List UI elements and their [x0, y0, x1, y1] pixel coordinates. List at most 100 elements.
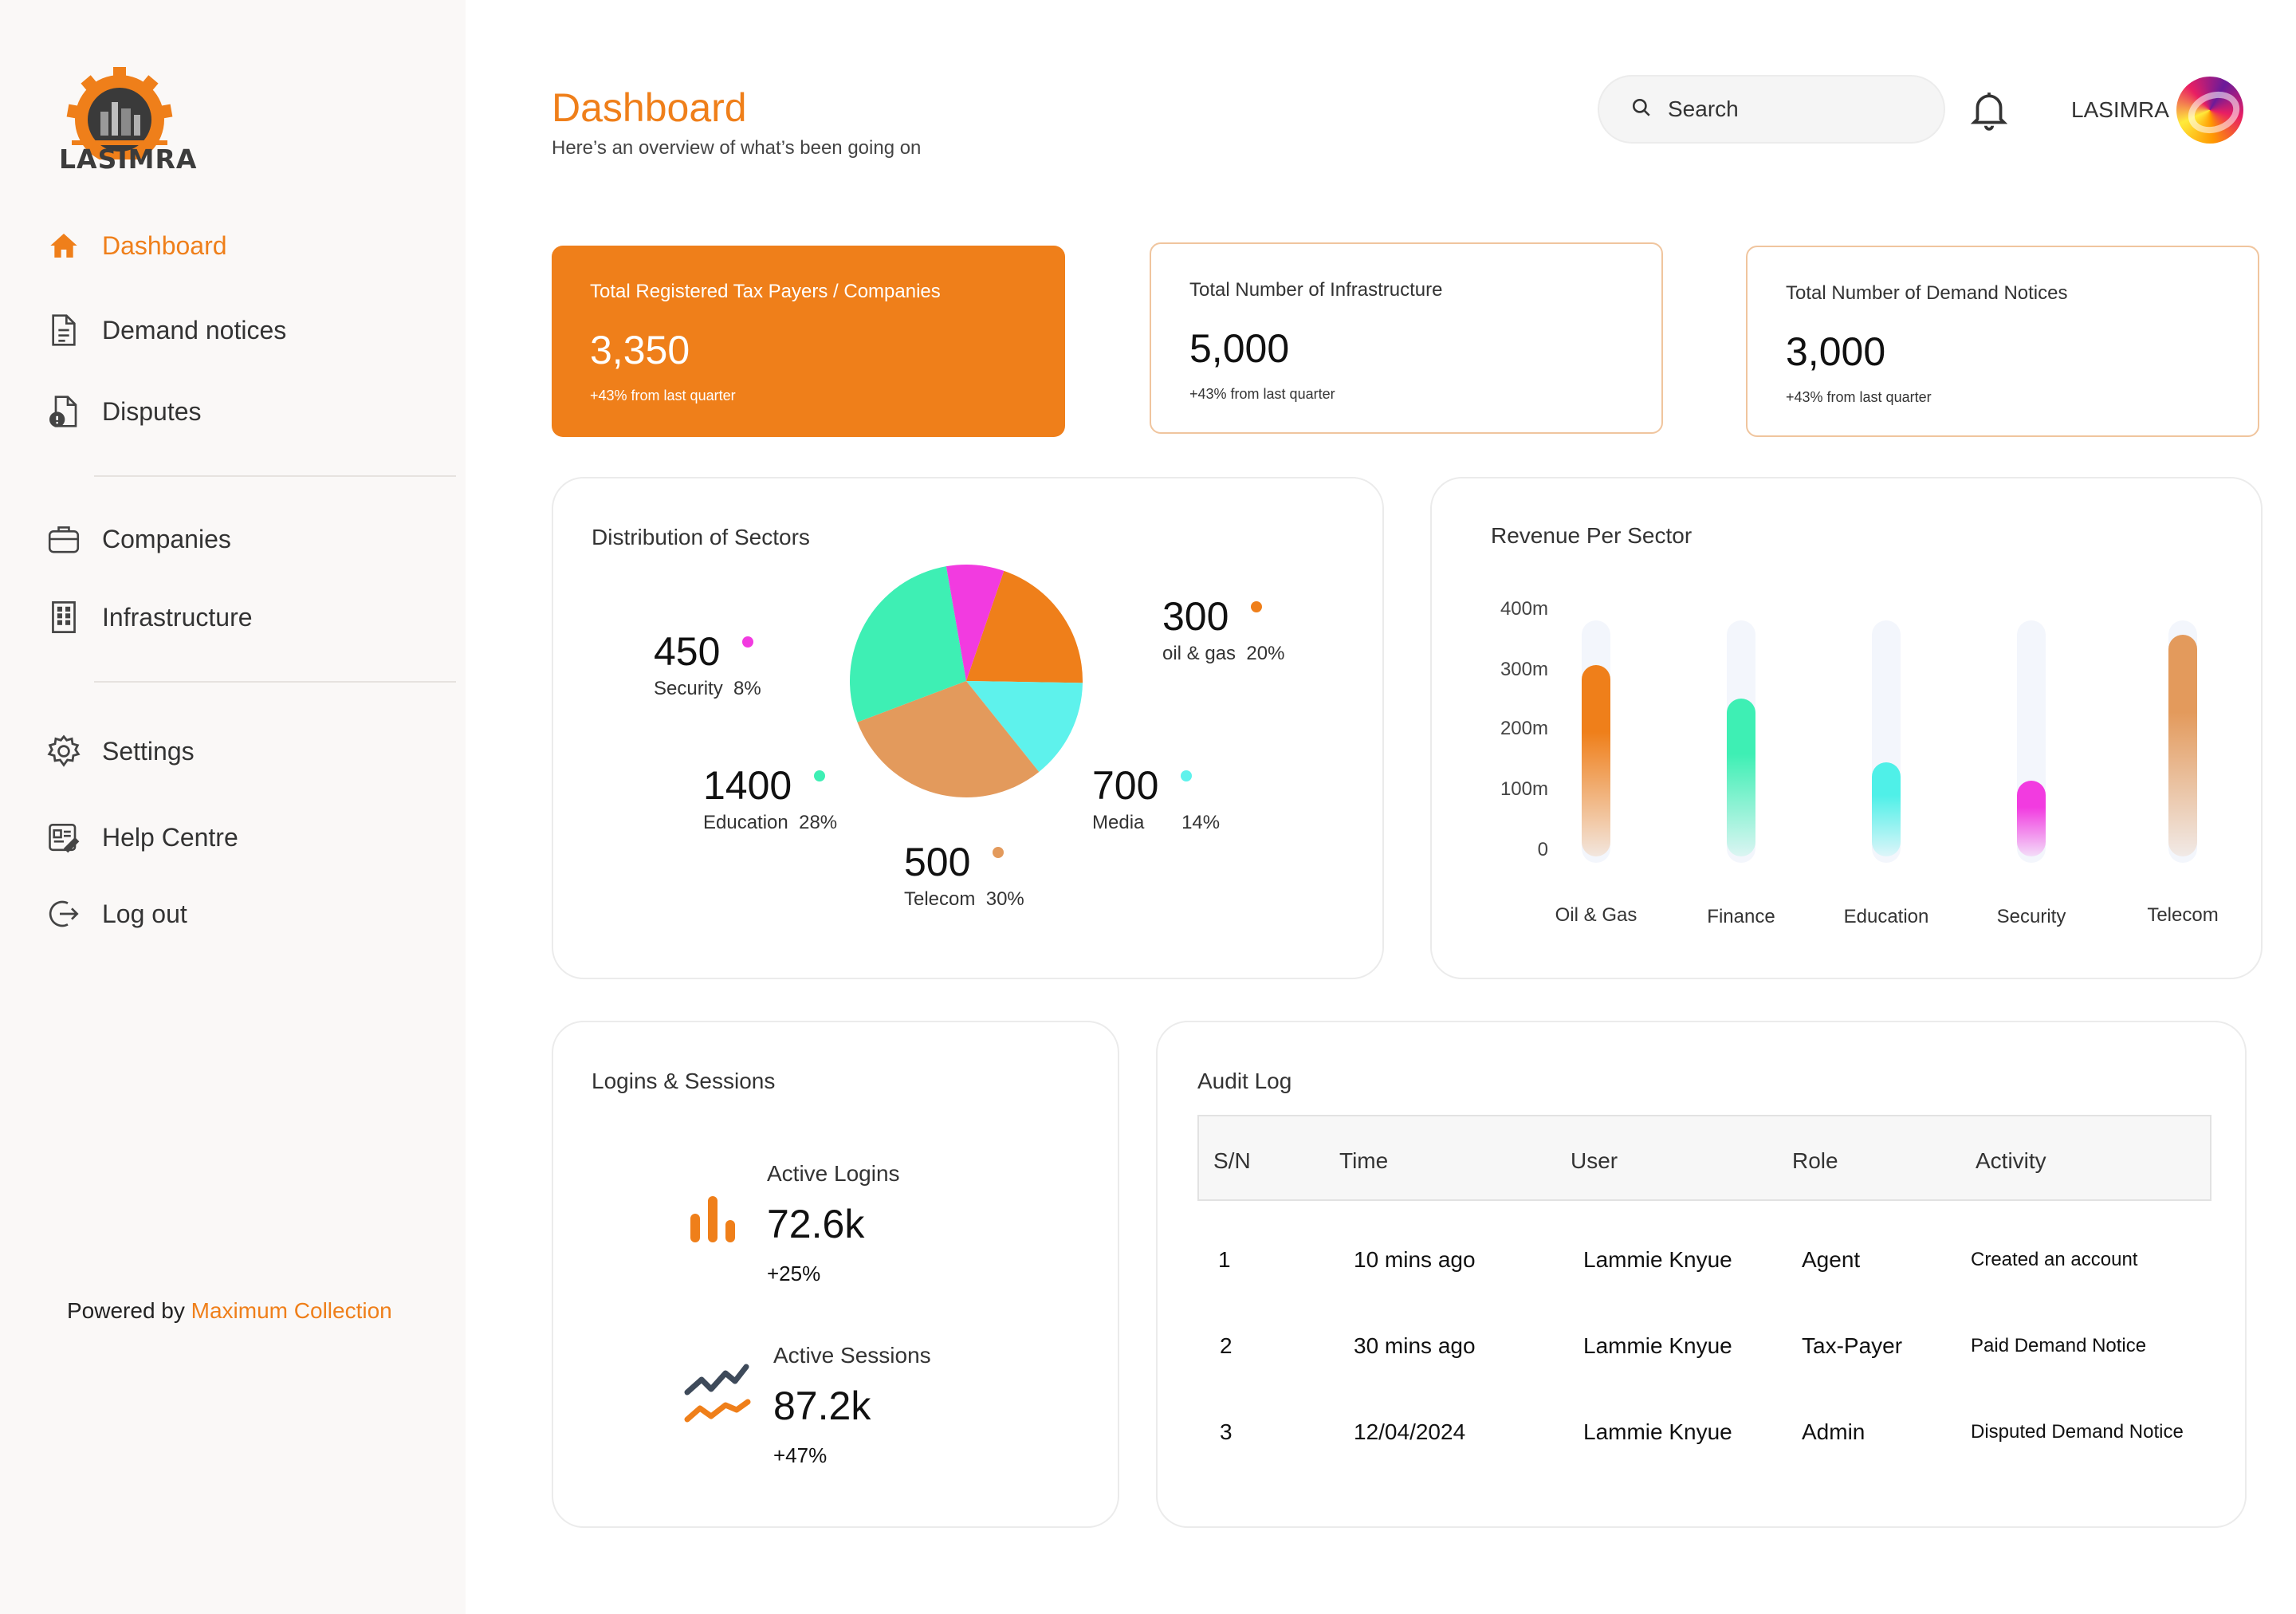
bar-security[interactable]: [2017, 780, 2046, 856]
logins-panel: [552, 1021, 1119, 1528]
pie-label-name: Media: [1092, 812, 1145, 833]
bar-education[interactable]: [1872, 762, 1901, 856]
user-name[interactable]: LASIMRA: [2071, 97, 2169, 122]
legend-dot: [1181, 770, 1193, 781]
pie-label-education: 1400 Education 28%: [703, 762, 837, 834]
pie-label-percent: 30%: [985, 888, 1024, 910]
stat-label: Total Number of Infrastructure: [1189, 279, 1443, 301]
sidebar-item-infrastructure[interactable]: Infrastructure: [46, 600, 253, 635]
column-header-time[interactable]: Time: [1339, 1148, 1389, 1173]
stat-value: 5,000: [1189, 326, 1290, 371]
x-tick: Oil & Gas: [1555, 904, 1637, 926]
stat-label: Total Registered Tax Payers / Companies: [590, 281, 941, 302]
home-icon: [46, 228, 81, 263]
pie-label-media: 700 Media 14%: [1092, 762, 1220, 834]
sidebar-item-label: Log out: [102, 899, 187, 928]
pie-slice-media[interactable]: [966, 681, 1083, 772]
bar-telecom[interactable]: [2168, 635, 2197, 856]
page-title: Dashboard: [552, 85, 747, 130]
sidebar-item-log-out[interactable]: Log out: [46, 896, 187, 931]
y-tick: 100m: [1500, 778, 1548, 800]
sidebar-item-label: Companies: [102, 524, 231, 553]
bar-chart-icon: [689, 1193, 740, 1248]
column-header-role[interactable]: Role: [1792, 1148, 1838, 1173]
cell-role: Agent: [1802, 1247, 1861, 1272]
active-sessions-value: 87.2k: [773, 1384, 871, 1428]
trend-lines-icon: [684, 1364, 751, 1431]
legend-dot: [814, 770, 826, 781]
y-tick: 0: [1537, 839, 1548, 860]
sidebar-item-dashboard[interactable]: Dashboard: [46, 228, 227, 263]
bar-oil-gas[interactable]: [1582, 665, 1610, 856]
pie-label-percent: 8%: [733, 678, 761, 699]
cell-sn: 1: [1218, 1247, 1231, 1272]
lasimra-logo[interactable]: LASIMRA: [56, 64, 198, 183]
pie-slice-oil-gas[interactable]: [966, 570, 1083, 683]
powered-brand-link[interactable]: Maximum Collection: [191, 1298, 392, 1323]
search-box[interactable]: [1598, 75, 1945, 144]
column-header-user[interactable]: User: [1571, 1148, 1618, 1173]
active-logins-change: +25%: [767, 1262, 821, 1285]
cell-role: Admin: [1802, 1419, 1866, 1444]
pie-label-name: oil & gas: [1162, 643, 1236, 664]
pie-slice-telecom[interactable]: [857, 681, 1040, 797]
audit-table-header: [1197, 1115, 2211, 1201]
sidebar-item-companies[interactable]: Companies: [46, 522, 231, 557]
sidebar-item-label: Demand notices: [102, 315, 287, 344]
page-subtitle: Here’s an overview of what’s been going …: [552, 137, 922, 159]
pie-label-name: Telecom: [904, 888, 976, 910]
active-logins-label: Active Logins: [767, 1161, 900, 1186]
cell-time: 30 mins ago: [1354, 1333, 1476, 1358]
active-logins-value: 72.6k: [767, 1202, 865, 1246]
x-tick: Education: [1843, 906, 1929, 927]
logo-text: LASIMRA: [59, 144, 198, 175]
cell-time: 12/04/2024: [1354, 1419, 1466, 1444]
sidebar: LASIMRA Dashboard Demand notices Dispute…: [0, 0, 466, 1614]
cell-user: Lammie Knyue: [1583, 1419, 1732, 1444]
sectors-pie-chart: [850, 565, 1083, 797]
stat-value: 3,000: [1786, 329, 1886, 374]
sidebar-item-settings[interactable]: Settings: [46, 734, 195, 769]
column-header-activity[interactable]: Activity: [1976, 1148, 2046, 1173]
audit-title: Audit Log: [1197, 1069, 1292, 1093]
bell-icon[interactable]: [1969, 89, 2009, 132]
pie-label-telecom: 500 Telecom 30%: [904, 839, 1024, 911]
x-tick: Security: [1996, 906, 2066, 927]
y-tick: 300m: [1500, 659, 1548, 680]
search-icon: [1631, 97, 1652, 122]
pie-label-value: 500: [904, 840, 971, 884]
pie-label-percent: 28%: [799, 812, 838, 833]
stat-card-demand-notices[interactable]: Total Number of Demand Notices 3,000 +43…: [1746, 246, 2259, 437]
pie-label-name: Education: [703, 812, 788, 833]
powered-by: Powered by Maximum Collection: [67, 1298, 392, 1324]
sidebar-item-help-centre[interactable]: Help Centre: [46, 820, 238, 855]
pie-slice-security[interactable]: [946, 565, 1005, 681]
stat-value: 3,350: [590, 328, 690, 372]
active-sessions-change: +47%: [773, 1443, 828, 1467]
avatar[interactable]: [2176, 77, 2243, 144]
powered-prefix: Powered by: [67, 1298, 185, 1323]
audit-panel: [1156, 1021, 2247, 1528]
sidebar-divider: [94, 475, 456, 477]
stat-card-infrastructure[interactable]: Total Number of Infrastructure 5,000 +43…: [1150, 242, 1663, 434]
pie-label-oil-gas: 300 oil & gas 20%: [1162, 593, 1284, 665]
sidebar-item-label: Disputes: [102, 396, 202, 426]
sidebar-item-disputes[interactable]: Disputes: [46, 394, 202, 429]
pie-label-value: 700: [1092, 763, 1159, 808]
cell-user: Lammie Knyue: [1583, 1247, 1732, 1272]
pie-slice-education[interactable]: [850, 566, 966, 722]
sidebar-item-demand-notices[interactable]: Demand notices: [46, 313, 286, 348]
sidebar-item-label: Dashboard: [102, 230, 227, 260]
cell-sn: 2: [1220, 1333, 1233, 1358]
active-sessions-label: Active Sessions: [773, 1343, 931, 1368]
bar-finance[interactable]: [1727, 699, 1755, 856]
sidebar-item-label: Settings: [102, 736, 195, 766]
stat-card-taxpayers[interactable]: Total Registered Tax Payers / Companies …: [552, 246, 1065, 437]
building-icon: [46, 600, 81, 635]
cell-activity: Paid Demand Notice: [1971, 1335, 2147, 1356]
search-input[interactable]: [1668, 96, 1907, 122]
sidebar-item-label: Help Centre: [102, 822, 238, 852]
revenue-title: Revenue Per Sector: [1491, 523, 1693, 548]
sidebar-item-label: Infrastructure: [102, 602, 253, 632]
column-header-sn[interactable]: S/N: [1213, 1148, 1251, 1173]
